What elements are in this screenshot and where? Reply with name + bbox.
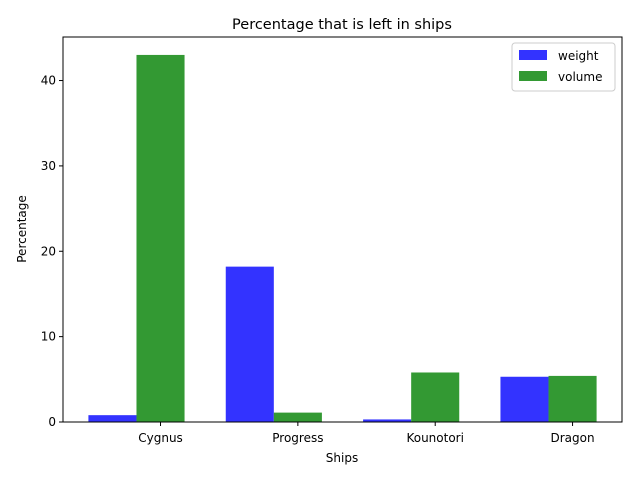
legend-label-volume: volume [558, 70, 602, 84]
y-tick-label: 10 [41, 330, 56, 344]
x-tick-label-cygnus: Cygnus [138, 431, 183, 445]
bar-volume-dragon [548, 375, 597, 422]
plot-area-frame [62, 36, 623, 423]
x-tick-label-kounotori: Kounotori [406, 431, 463, 445]
bar-volume-progress [273, 412, 322, 422]
bar-weight-dragon [500, 376, 549, 422]
y-axis-label: Percentage [15, 195, 29, 263]
bar-volume-kounotori [411, 372, 460, 422]
legend-swatch-volume [519, 71, 547, 81]
bar-volume-cygnus [136, 54, 185, 423]
x-axis-label: Ships [326, 451, 358, 465]
bars-group [88, 54, 597, 423]
x-tick-label-progress: Progress [272, 431, 323, 445]
y-tick-label: 30 [41, 159, 56, 173]
y-tick-label: 0 [48, 415, 56, 429]
bar-weight-kounotori [363, 419, 412, 422]
bar-weight-progress [225, 266, 274, 422]
legend-swatch-weight [519, 50, 547, 60]
chart-title: Percentage that is left in ships [232, 17, 452, 33]
y-tick-label: 20 [41, 244, 56, 258]
legend-label-weight: weight [558, 49, 599, 63]
y-axis-ticks: 0 10 20 30 40 [41, 74, 63, 429]
bar-weight-cygnus [88, 415, 137, 422]
x-axis-ticks: Cygnus Progress Kounotori Dragon [138, 422, 595, 445]
y-tick-label: 40 [41, 74, 56, 88]
legend: weight volume [511, 42, 616, 92]
x-tick-label-dragon: Dragon [551, 431, 595, 445]
